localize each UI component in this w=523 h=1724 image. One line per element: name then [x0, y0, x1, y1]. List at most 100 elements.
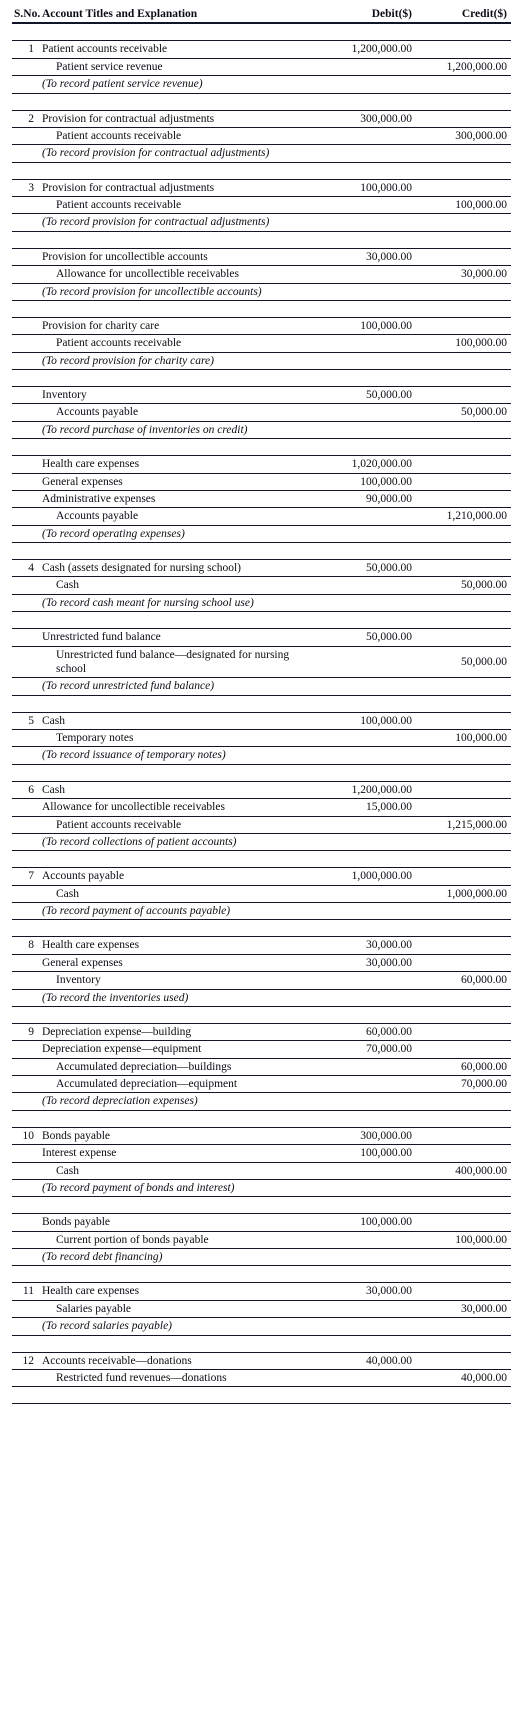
- entry-title: Bonds payable: [40, 1215, 321, 1229]
- spacer-cell: [12, 1271, 40, 1277]
- entry-explanation: (To record unrestricted fund balance): [40, 679, 321, 693]
- entry-explanation: (To record collections of patient accoun…: [40, 835, 321, 849]
- spacer-cell: [40, 168, 321, 174]
- entry-title: Provision for charity care: [40, 319, 321, 333]
- entry-sno: 4: [12, 561, 40, 575]
- spacer-cell: [40, 617, 321, 623]
- spacer-cell: [40, 1116, 321, 1122]
- entry-title: Current portion of bonds payable: [40, 1233, 321, 1247]
- entry-credit: 50,000.00: [416, 578, 511, 592]
- entry-sno: 10: [12, 1129, 40, 1143]
- entry-title: Provision for contractual adjustments: [40, 112, 321, 126]
- spacer-cell: [40, 444, 321, 450]
- entry-sno: 11: [12, 1284, 40, 1298]
- entry-credit: 1,210,000.00: [416, 509, 511, 523]
- entry-debit: 30,000.00: [321, 1284, 416, 1298]
- spacer-cell: [416, 1271, 511, 1277]
- spacer-cell: [321, 770, 416, 776]
- spacer-cell: [40, 306, 321, 312]
- spacer-cell: [40, 29, 321, 35]
- entry-sno: 12: [12, 1354, 40, 1368]
- spacer-cell: [321, 168, 416, 174]
- entry-explanation: (To record issuance of temporary notes): [40, 748, 321, 762]
- entry-debit: 50,000.00: [321, 630, 416, 644]
- spacer-cell: [12, 29, 40, 35]
- spacer-cell: [40, 925, 321, 931]
- entry-title: Patient accounts receivable: [40, 42, 321, 56]
- entry-credit: 100,000.00: [416, 198, 511, 212]
- spacer-cell: [40, 99, 321, 105]
- spacer-cell: [12, 1392, 40, 1398]
- col-header-debit: Debit($): [321, 7, 416, 21]
- entry-title: Accounts receivable—donations: [40, 1354, 321, 1368]
- entry-title: General expenses: [40, 475, 321, 489]
- entry-credit: 30,000.00: [416, 267, 511, 281]
- entry-credit: 100,000.00: [416, 336, 511, 350]
- spacer-cell: [12, 99, 40, 105]
- entry-explanation: (To record purchase of inventories on cr…: [40, 423, 321, 437]
- entry-title: Accounts payable: [40, 869, 321, 883]
- entry-title: Cash: [40, 714, 321, 728]
- entry-explanation: (To record debt financing): [40, 1250, 321, 1264]
- entry-credit: 50,000.00: [416, 405, 511, 419]
- entry-explanation: (To record cash meant for nursing school…: [40, 596, 321, 610]
- spacer-cell: [416, 168, 511, 174]
- spacer-cell: [321, 306, 416, 312]
- spacer-cell: [40, 237, 321, 243]
- entry-title: Temporary notes: [40, 731, 321, 745]
- spacer-cell: [321, 1271, 416, 1277]
- col-header-sno: S.No.: [12, 7, 40, 21]
- entry-debit: 15,000.00: [321, 800, 416, 814]
- spacer-cell: [416, 548, 511, 554]
- entry-title: Health care expenses: [40, 1284, 321, 1298]
- entry-sno: 7: [12, 869, 40, 883]
- col-header-credit: Credit($): [416, 7, 511, 21]
- spacer-cell: [40, 856, 321, 862]
- spacer-cell: [321, 29, 416, 35]
- spacer-cell: [321, 444, 416, 450]
- spacer-cell: [12, 925, 40, 931]
- entry-debit: 70,000.00: [321, 1042, 416, 1056]
- entry-debit: 300,000.00: [321, 1129, 416, 1143]
- spacer-cell: [416, 701, 511, 707]
- spacer-cell: [40, 1202, 321, 1208]
- entry-debit: 100,000.00: [321, 1215, 416, 1229]
- entry-title: Depreciation expense—equipment: [40, 1042, 321, 1056]
- spacer-cell: [40, 701, 321, 707]
- entry-title: Cash: [40, 1164, 321, 1178]
- entry-explanation: (To record operating expenses): [40, 527, 321, 541]
- spacer-cell: [321, 375, 416, 381]
- entry-debit: 50,000.00: [321, 561, 416, 575]
- spacer-cell: [12, 1012, 40, 1018]
- entry-title: Salaries payable: [40, 1302, 321, 1316]
- entry-debit: 300,000.00: [321, 112, 416, 126]
- spacer-cell: [416, 1392, 511, 1398]
- entry-credit: 100,000.00: [416, 731, 511, 745]
- entry-debit: 100,000.00: [321, 1146, 416, 1160]
- spacer-cell: [416, 1012, 511, 1018]
- entry-debit: 1,020,000.00: [321, 457, 416, 471]
- spacer-cell: [40, 1012, 321, 1018]
- entry-title: Health care expenses: [40, 938, 321, 952]
- entry-debit: 60,000.00: [321, 1025, 416, 1039]
- spacer-cell: [12, 1202, 40, 1208]
- spacer-cell: [40, 1392, 321, 1398]
- entry-title: Cash: [40, 578, 321, 592]
- entry-title: Restricted fund revenues—donations: [40, 1371, 321, 1385]
- entry-sno: 9: [12, 1025, 40, 1039]
- entry-title: Patient accounts receivable: [40, 129, 321, 143]
- spacer-cell: [40, 1271, 321, 1277]
- entry-title: Cash: [40, 887, 321, 901]
- entry-title: Interest expense: [40, 1146, 321, 1160]
- spacer-cell: [40, 548, 321, 554]
- entry-sno: 8: [12, 938, 40, 952]
- entry-title: Bonds payable: [40, 1129, 321, 1143]
- entry-credit: 60,000.00: [416, 973, 511, 987]
- spacer-cell: [416, 99, 511, 105]
- spacer-cell: [12, 375, 40, 381]
- entry-debit: 100,000.00: [321, 319, 416, 333]
- entry-explanation: (To record provision for contractual adj…: [40, 146, 321, 160]
- entry-explanation: (To record provision for uncollectible a…: [40, 285, 321, 299]
- entry-title: General expenses: [40, 956, 321, 970]
- entry-title: Patient accounts receivable: [40, 818, 321, 832]
